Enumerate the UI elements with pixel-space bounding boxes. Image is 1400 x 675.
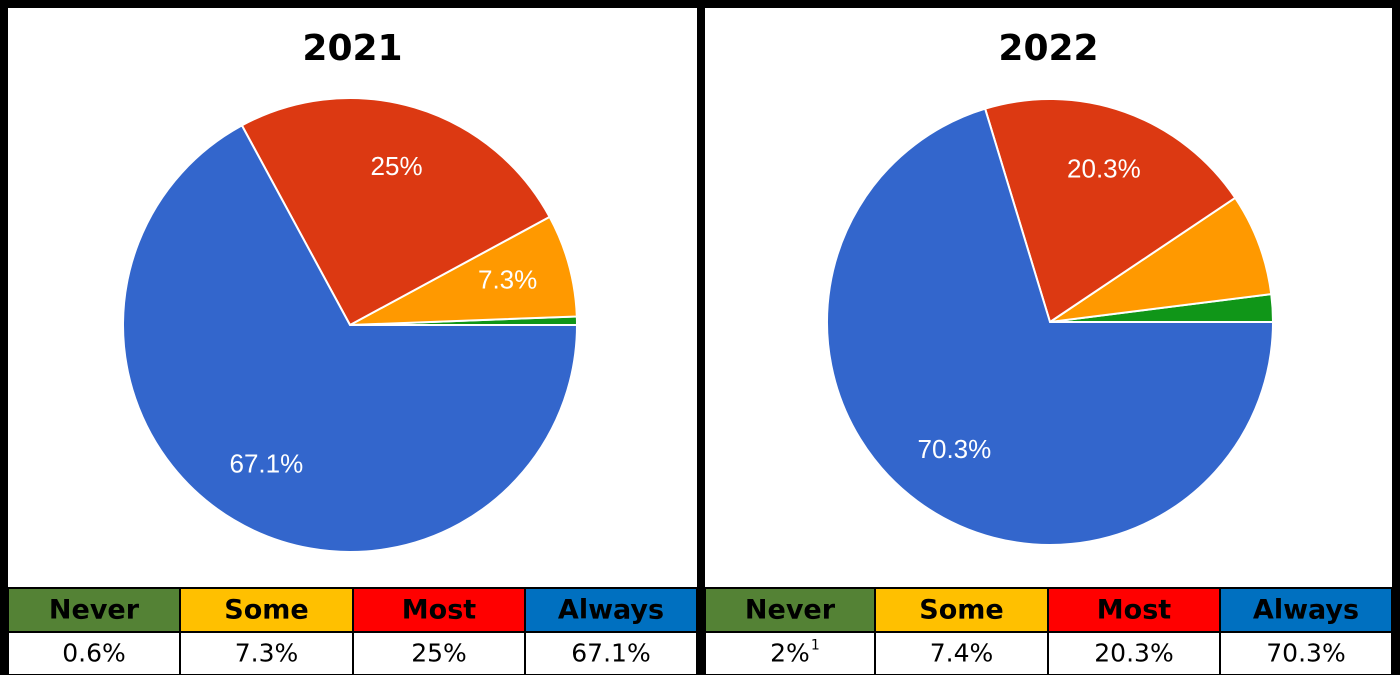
chart-title: 2022: [998, 28, 1098, 69]
header-cell: [1047, 587, 1221, 633]
slice-label: 20.3%: [1067, 154, 1141, 184]
slice-label: 67.1%: [229, 448, 303, 478]
footnote-mark: 1: [811, 638, 820, 654]
value-label: 67.1%: [571, 639, 650, 668]
value-label: 7.4%: [930, 639, 994, 668]
slice-label: 7.3%: [478, 265, 537, 295]
header-cell: [352, 587, 526, 633]
pie-slice: [349, 215, 578, 326]
value-label: 25%: [411, 639, 467, 668]
slice-label: 25%: [371, 151, 423, 181]
header-label: Never: [745, 595, 836, 626]
pie-slice: [983, 98, 1237, 324]
value-cell: [524, 631, 698, 675]
header-label: Most: [402, 595, 476, 626]
header-cell: [179, 587, 354, 633]
chart-title: 2021: [302, 28, 402, 69]
pie-slice: [1049, 196, 1273, 323]
value-label: 0.6%: [62, 639, 126, 668]
value-cell: [1219, 631, 1393, 675]
pie-slice: [240, 97, 551, 327]
value-label: 70.3%: [1266, 639, 1345, 668]
value-label: 7.3%: [235, 639, 299, 668]
pie-slice: [826, 107, 1275, 546]
header-label: Some: [919, 595, 1003, 626]
header-label: Some: [224, 595, 308, 626]
value-cell: [179, 631, 354, 675]
pie-slice: [122, 124, 579, 553]
value-cell: [704, 631, 876, 675]
value-label: 2%: [770, 639, 810, 668]
value-label: 20.3%: [1094, 639, 1173, 668]
slice-label: 70.3%: [918, 434, 992, 464]
header-cell: [7, 587, 181, 633]
header-label: Always: [558, 595, 664, 626]
value-cell: [352, 631, 526, 675]
header-label: Never: [49, 595, 140, 626]
header-cell: [524, 587, 698, 633]
header-label: Most: [1097, 595, 1171, 626]
value-cell: [1047, 631, 1221, 675]
header-label: Always: [1253, 595, 1359, 626]
